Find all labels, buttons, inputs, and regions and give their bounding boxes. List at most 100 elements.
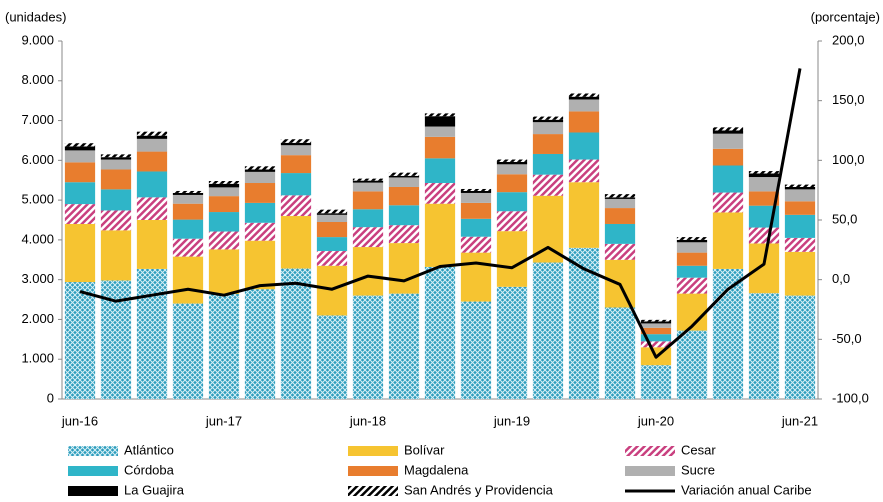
bar-segment bbox=[280, 195, 312, 217]
bar-segment bbox=[676, 265, 708, 278]
bar-segment bbox=[640, 341, 672, 348]
bar-segment bbox=[64, 162, 96, 183]
bar-segment bbox=[712, 148, 744, 166]
bar-segment bbox=[568, 93, 600, 97]
bar-segment bbox=[604, 223, 636, 244]
bar-segment bbox=[280, 173, 312, 196]
legend-label: Córdoba bbox=[124, 462, 175, 477]
bar-segment bbox=[136, 268, 168, 399]
bar-segment bbox=[352, 182, 384, 192]
bar-segment bbox=[316, 251, 348, 266]
bar-segment bbox=[424, 266, 456, 399]
bar-segment bbox=[244, 171, 276, 184]
bar-segment bbox=[388, 177, 420, 187]
bar-segment bbox=[748, 171, 780, 174]
bar-segment bbox=[748, 227, 780, 244]
bar-segment bbox=[568, 96, 600, 100]
bar-segment bbox=[496, 159, 528, 162]
bar-segment bbox=[640, 334, 672, 342]
bar-segment bbox=[388, 243, 420, 294]
bar-segment bbox=[244, 166, 276, 170]
bar-segment bbox=[604, 208, 636, 224]
bar-segment bbox=[676, 330, 708, 399]
bar-segment bbox=[784, 201, 816, 215]
bar-segment bbox=[208, 212, 240, 232]
bar-segment bbox=[100, 210, 132, 231]
bar-segment bbox=[748, 173, 780, 178]
bar-segment bbox=[208, 293, 240, 399]
y-tick-label: 7.000 bbox=[21, 112, 54, 127]
y-axis-title: (unidades) bbox=[5, 9, 66, 24]
bar-segment bbox=[172, 238, 204, 257]
bar-segment bbox=[208, 249, 240, 294]
bar-segment bbox=[496, 164, 528, 175]
x-tick-label: jun-19 bbox=[493, 413, 530, 428]
bar-segment bbox=[136, 197, 168, 220]
y-tick-label: 6.000 bbox=[21, 152, 54, 167]
bar-segment bbox=[280, 155, 312, 174]
y-tick-label: 8.000 bbox=[21, 72, 54, 87]
bar-segment bbox=[460, 236, 492, 253]
bar-segment bbox=[316, 209, 348, 214]
bar-segment bbox=[280, 145, 312, 156]
bar-segment bbox=[280, 142, 312, 146]
y2-tick-label: 200,0 bbox=[832, 32, 865, 47]
bar-segment bbox=[316, 214, 348, 222]
bar-segment bbox=[100, 169, 132, 190]
bar-segment bbox=[316, 237, 348, 252]
bar-segment bbox=[388, 225, 420, 244]
bar-segment bbox=[388, 172, 420, 176]
bar-segment bbox=[604, 197, 636, 199]
bar-segment bbox=[352, 178, 384, 181]
y-tick-label: 9.000 bbox=[21, 32, 54, 47]
bar-segment bbox=[784, 186, 816, 190]
bar-segment bbox=[64, 223, 96, 283]
bar-segment bbox=[172, 203, 204, 220]
bar-segment bbox=[532, 134, 564, 154]
legend-label: Atlántico bbox=[124, 442, 174, 457]
y2-tick-label: -50,0 bbox=[832, 331, 862, 346]
legend-swatch bbox=[68, 466, 118, 476]
bar-segment bbox=[496, 161, 528, 165]
bar-segment bbox=[136, 171, 168, 198]
legend-label: Bolívar bbox=[404, 442, 445, 457]
bar-segment bbox=[460, 218, 492, 237]
bar-segment bbox=[172, 219, 204, 239]
bar-segment bbox=[784, 237, 816, 252]
bar-segment bbox=[712, 133, 744, 149]
bar-segment bbox=[532, 153, 564, 175]
bar-segment bbox=[316, 315, 348, 399]
bar-segment bbox=[604, 198, 636, 209]
bar-segment bbox=[676, 277, 708, 294]
bar-segment bbox=[352, 180, 384, 183]
bar-segment bbox=[64, 204, 96, 224]
y-tick-label: 1.000 bbox=[21, 351, 54, 366]
bar-segment bbox=[352, 227, 384, 248]
y-tick-label: 3.000 bbox=[21, 271, 54, 286]
bar-segment bbox=[100, 230, 132, 281]
bar-segment bbox=[460, 192, 492, 203]
y2-tick-label: 0,0 bbox=[832, 271, 850, 286]
bar-segment bbox=[568, 182, 600, 248]
bar-segment bbox=[100, 159, 132, 170]
x-tick-label: jun-20 bbox=[637, 413, 674, 428]
y2-tick-label: 150,0 bbox=[832, 92, 865, 107]
bar-segment bbox=[280, 216, 312, 269]
x-tick-label: jun-18 bbox=[349, 413, 386, 428]
line-series bbox=[79, 68, 802, 359]
bar-segment bbox=[532, 116, 564, 120]
bar-segment bbox=[100, 157, 132, 160]
y2-tick-label: -100,0 bbox=[832, 390, 869, 405]
bar-segment bbox=[784, 295, 816, 399]
bar-segment bbox=[424, 126, 456, 137]
bar-segment bbox=[208, 231, 240, 250]
bar-segment bbox=[532, 122, 564, 135]
bar-segment bbox=[568, 99, 600, 112]
bar-segment bbox=[748, 191, 780, 206]
bar-segment bbox=[784, 214, 816, 238]
bar-segment bbox=[496, 174, 528, 193]
bar-segment bbox=[136, 131, 168, 136]
bar-segment bbox=[424, 116, 456, 127]
bar-segment bbox=[460, 188, 492, 191]
bar-segment bbox=[784, 184, 816, 187]
